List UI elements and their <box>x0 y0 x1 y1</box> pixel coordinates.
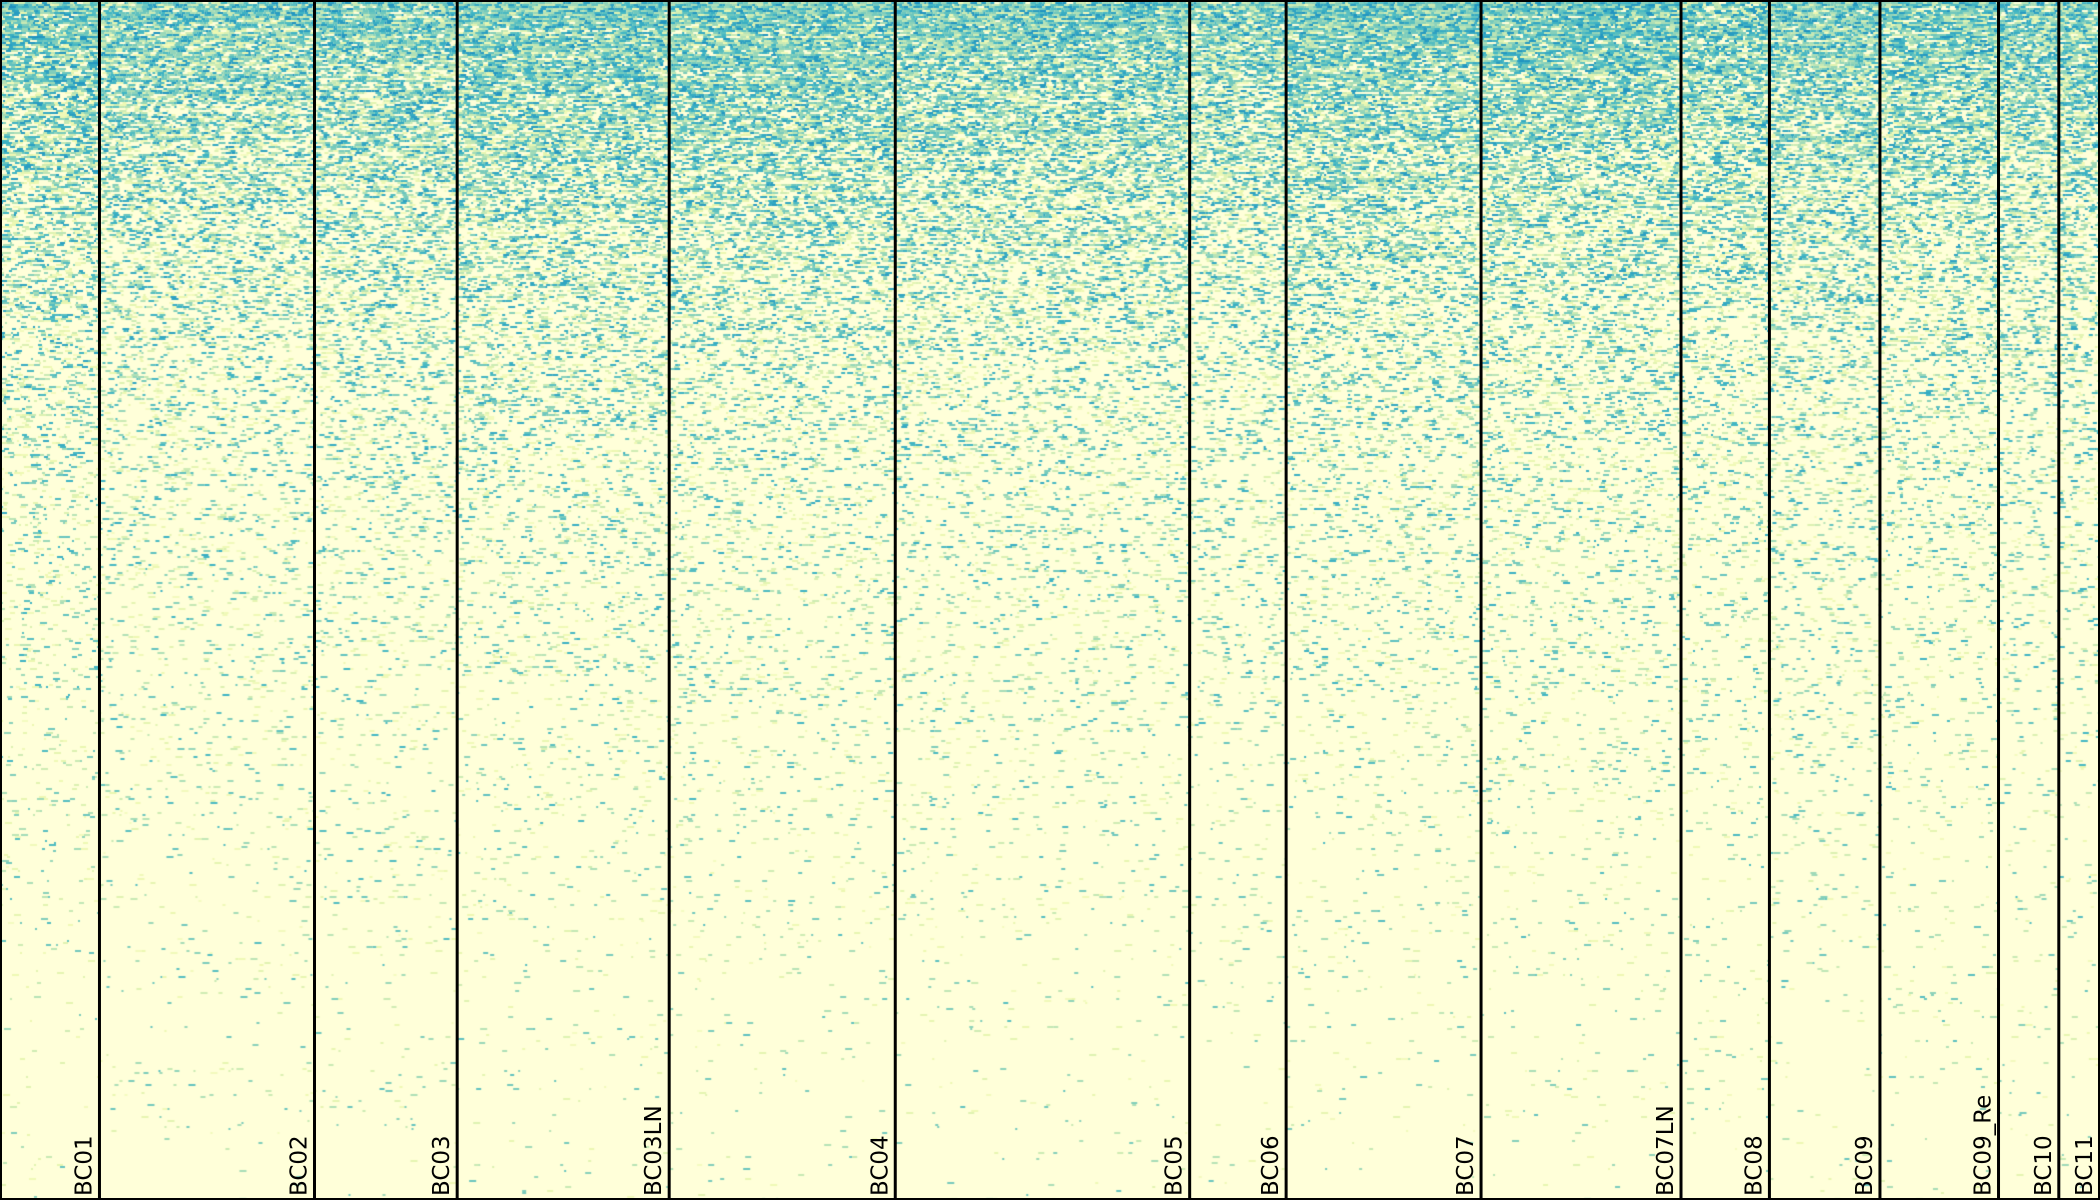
group-label-bc09_re: BC09_Re <box>1971 1095 1997 1196</box>
group-label-bc02: BC02 <box>286 1135 312 1196</box>
group-label-bc07ln: BC07LN <box>1653 1105 1679 1196</box>
group-label-bc03: BC03 <box>429 1135 455 1196</box>
group-label-bc11: BC11 <box>2072 1135 2098 1196</box>
group-label-bc01: BC01 <box>71 1135 97 1196</box>
group-label-bc07: BC07 <box>1453 1135 1479 1196</box>
group-labels: BC01 BC02 BC03 BC03LN BC04 BC05 BC06 BC07 BC07LN… <box>71 1095 2098 1196</box>
group-label-bc05: BC05 <box>1162 1135 1188 1196</box>
group-label-bc10: BC10 <box>2031 1135 2057 1196</box>
group-separators <box>97 0 2061 1200</box>
group-label-bc03ln: BC03LN <box>641 1105 667 1196</box>
group-label-bc04: BC04 <box>867 1135 893 1196</box>
group-label-bc08: BC08 <box>1741 1135 1767 1196</box>
group-label-bc06: BC06 <box>1258 1135 1284 1196</box>
group-label-bc09: BC09 <box>1852 1135 1878 1196</box>
